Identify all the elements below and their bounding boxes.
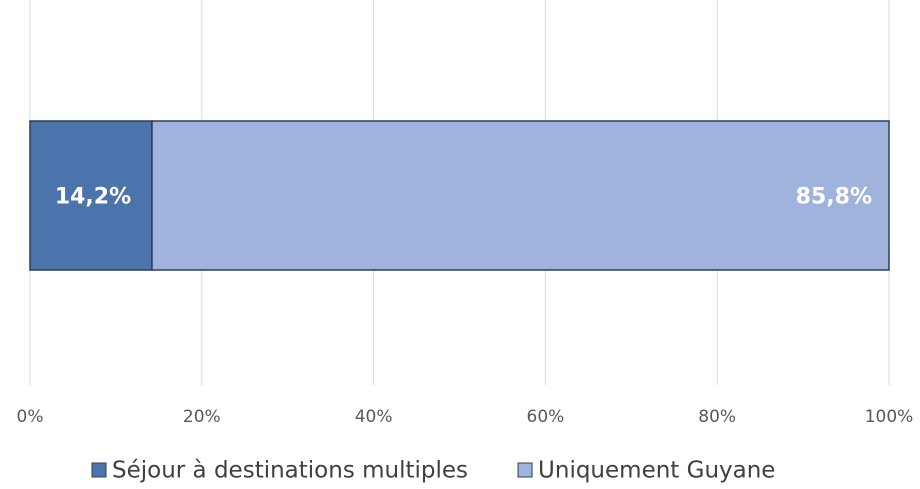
x-tick-label: 100% [865, 407, 914, 427]
bar-segment [151, 120, 890, 271]
x-tick-label: 60% [527, 407, 565, 427]
x-tick-label: 80% [698, 407, 736, 427]
data-label: 14,2% [55, 185, 131, 210]
legend-label: Séjour à destinations multiples [112, 458, 468, 484]
x-tick-label: 0% [17, 407, 44, 427]
legend-label: Uniquement Guyane [538, 458, 775, 484]
data-label: 85,8% [796, 185, 872, 210]
bar-segment [29, 120, 153, 271]
x-tick-label: 40% [355, 407, 393, 427]
legend-swatch [91, 462, 107, 478]
x-tick-label: 20% [183, 407, 221, 427]
legend-swatch [517, 462, 533, 478]
